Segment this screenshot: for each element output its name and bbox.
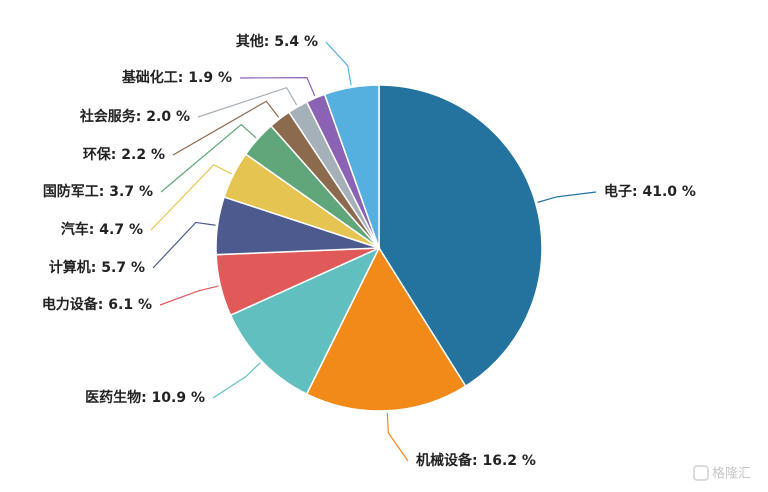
watermark: 格隆汇 bbox=[712, 466, 751, 482]
data-label: 基础化工: 1.9 % bbox=[122, 69, 232, 86]
data-label: 汽车: 4.7 % bbox=[61, 221, 143, 238]
data-label: 机械设备: 16.2 % bbox=[416, 452, 536, 469]
data-label: 计算机: 5.7 % bbox=[49, 259, 145, 276]
leader-line bbox=[386, 412, 409, 462]
leader-line bbox=[325, 41, 352, 86]
data-label: 医药生物: 10.9 % bbox=[85, 389, 205, 406]
data-label: 国防军工: 3.7 % bbox=[43, 183, 153, 200]
data-label: 社会服务: 2.0 % bbox=[79, 108, 190, 125]
leader-line bbox=[212, 362, 261, 399]
leader-line bbox=[150, 164, 232, 231]
pie-slice bbox=[229, 246, 381, 396]
leader-line bbox=[172, 100, 279, 156]
pie-slice bbox=[323, 84, 380, 249]
leader-line bbox=[537, 191, 597, 203]
data-label: 其他: 5.4 % bbox=[236, 33, 318, 50]
leader-line bbox=[197, 86, 298, 118]
leader-line bbox=[160, 123, 257, 193]
watermark-group: 格隆汇 bbox=[693, 465, 751, 482]
leader-line bbox=[152, 221, 216, 269]
data-label: 电子: 41.0 % bbox=[604, 183, 696, 200]
watermark-icon bbox=[693, 465, 709, 481]
data-label: 环保: 2.2 % bbox=[83, 146, 165, 163]
pie-slice bbox=[305, 246, 467, 412]
pie-slice bbox=[378, 84, 543, 388]
leader-line bbox=[239, 76, 316, 97]
data-label: 电力设备: 6.1 % bbox=[42, 296, 152, 313]
leader-line bbox=[159, 285, 219, 306]
